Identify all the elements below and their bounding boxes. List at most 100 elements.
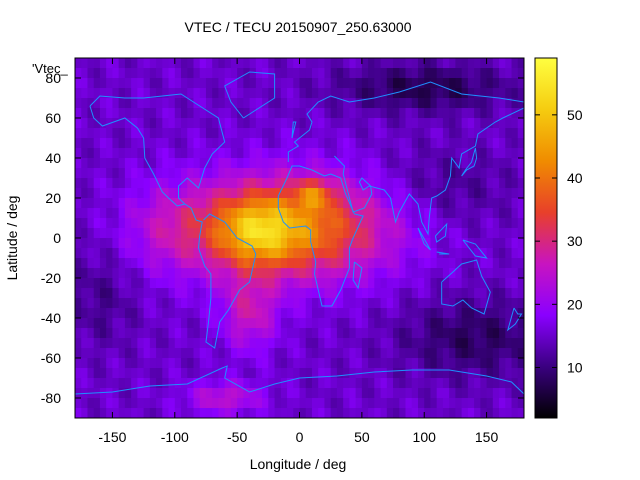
heatmap-cell	[299, 368, 307, 379]
heatmap-cell	[237, 178, 244, 189]
heatmap-cell	[299, 228, 307, 239]
heatmap-cell	[474, 88, 481, 99]
heatmap-cell	[118, 178, 126, 189]
heatmap-cell	[243, 208, 251, 219]
heatmap-cell	[299, 348, 307, 359]
heatmap-cell	[237, 328, 244, 339]
heatmap-cell	[318, 348, 326, 359]
heatmap-cell	[492, 408, 500, 418]
heatmap-cell	[424, 128, 432, 139]
heatmap-cell	[368, 388, 375, 399]
heatmap-cell	[355, 398, 363, 409]
heatmap-cell	[168, 398, 176, 409]
heatmap-cell	[93, 328, 101, 339]
heatmap-cell	[293, 308, 301, 319]
heatmap-cell	[162, 128, 170, 139]
heatmap-cell	[393, 188, 400, 199]
heatmap-cell	[511, 208, 519, 219]
heatmap-cell	[75, 378, 82, 389]
heatmap-cell	[181, 108, 188, 119]
heatmap-cell	[174, 318, 182, 329]
heatmap-cell	[399, 408, 407, 418]
heatmap-cell	[181, 408, 188, 418]
heatmap-cell	[174, 208, 182, 219]
heatmap-cell	[287, 198, 294, 209]
heatmap-cell	[280, 118, 288, 129]
heatmap-cell	[212, 148, 220, 159]
heatmap-cell	[268, 238, 276, 249]
heatmap-cell	[499, 128, 506, 139]
heatmap-cell	[461, 218, 469, 229]
heatmap-cell	[455, 168, 463, 179]
heatmap-cell	[230, 308, 238, 319]
heatmap-cell	[424, 268, 432, 279]
heatmap-cell	[143, 318, 151, 329]
heatmap-cell	[330, 128, 338, 139]
heatmap-cell	[492, 208, 500, 219]
heatmap-cell	[455, 318, 463, 329]
heatmap-cell	[75, 218, 82, 229]
heatmap-cell	[137, 168, 145, 179]
heatmap-cell	[336, 148, 344, 159]
heatmap-cell	[467, 118, 475, 129]
heatmap-cell	[243, 178, 251, 189]
heatmap-cell	[405, 388, 413, 399]
heatmap-cell	[399, 138, 407, 149]
heatmap-cell	[131, 308, 138, 319]
heatmap-cell	[205, 358, 213, 369]
heatmap-cell	[106, 128, 114, 139]
heatmap-cell	[280, 398, 288, 409]
heatmap-cell	[393, 378, 400, 389]
heatmap-cell	[449, 398, 457, 409]
heatmap-cell	[168, 358, 176, 369]
heatmap-cell	[268, 268, 276, 279]
heatmap-cell	[386, 98, 394, 109]
heatmap-cell	[511, 358, 519, 369]
heatmap-cell	[174, 248, 182, 259]
heatmap-cell	[417, 378, 425, 389]
heatmap-cell	[430, 58, 438, 69]
heatmap-cell	[305, 368, 313, 379]
heatmap-cell	[243, 138, 251, 149]
heatmap-cell	[299, 268, 307, 279]
heatmap-cell	[193, 328, 201, 339]
heatmap-cell	[355, 388, 363, 399]
heatmap-cell	[230, 108, 238, 119]
heatmap-cell	[361, 258, 369, 269]
heatmap-cell	[480, 268, 488, 279]
heatmap-cell	[436, 368, 444, 379]
heatmap-cell	[417, 78, 425, 89]
heatmap-cell	[449, 148, 457, 159]
heatmap-cell	[218, 58, 226, 69]
heatmap-cell	[311, 358, 319, 369]
heatmap-cell	[393, 398, 400, 409]
heatmap-cell	[480, 318, 488, 329]
heatmap-cell	[274, 98, 282, 109]
heatmap-cell	[75, 188, 82, 199]
heatmap-cell	[343, 378, 350, 389]
heatmap-cell	[193, 198, 201, 209]
heatmap-cell	[505, 78, 513, 89]
heatmap-cell	[411, 278, 419, 289]
heatmap-cell	[336, 98, 344, 109]
heatmap-cell	[143, 88, 151, 99]
heatmap-cell	[156, 118, 163, 129]
heatmap-cell	[505, 278, 513, 289]
heatmap-cell	[411, 308, 419, 319]
heatmap-cell	[424, 218, 432, 229]
heatmap-cell	[87, 358, 95, 369]
heatmap-cell	[424, 398, 432, 409]
heatmap-cell	[255, 98, 263, 109]
heatmap-cell	[262, 188, 269, 199]
heatmap-cell	[268, 288, 276, 299]
heatmap-cell	[237, 218, 244, 229]
heatmap-cell	[355, 178, 363, 189]
heatmap-cell	[417, 208, 425, 219]
heatmap-cell	[386, 388, 394, 399]
heatmap-cell	[118, 388, 126, 399]
heatmap-cell	[268, 108, 276, 119]
heatmap-cell	[399, 178, 407, 189]
y-tick-label: -40	[41, 310, 61, 326]
heatmap-cell	[187, 128, 195, 139]
heatmap-cell	[455, 338, 463, 349]
